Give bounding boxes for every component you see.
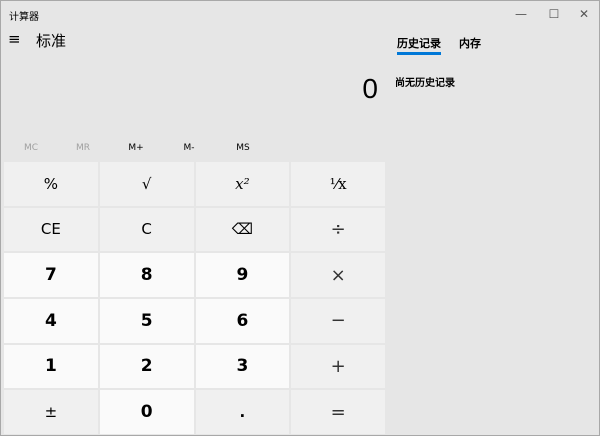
digit-6-button[interactable]: 6: [195, 299, 290, 343]
square-button[interactable]: x²: [195, 162, 290, 206]
digit-9-button[interactable]: 9: [195, 253, 290, 297]
m-minus-button[interactable]: M-: [183, 143, 195, 153]
percent-button[interactable]: %: [4, 162, 98, 206]
mr-button[interactable]: MR: [75, 143, 91, 153]
m-plus-button[interactable]: M+: [128, 143, 144, 153]
tab-history[interactable]: 历史记录: [397, 37, 441, 55]
maximize-button[interactable]: ☐: [548, 7, 560, 21]
window-title: 计算器: [9, 12, 39, 23]
subtract-button[interactable]: −: [291, 299, 385, 343]
add-button[interactable]: +: [291, 344, 385, 389]
digit-2-button[interactable]: 2: [99, 344, 194, 389]
decimal-button[interactable]: .: [195, 390, 290, 434]
digit-3-button[interactable]: 3: [195, 344, 290, 389]
clear-entry-button[interactable]: CE: [4, 207, 98, 252]
multiply-button[interactable]: ×: [291, 253, 385, 297]
ms-button[interactable]: MS: [236, 143, 250, 153]
digit-7-button[interactable]: 7: [4, 253, 98, 297]
empty-history-text: 尚无历史记录: [395, 78, 455, 89]
digit-5-button[interactable]: 5: [99, 299, 194, 343]
reciprocal-button[interactable]: ⅟x: [291, 162, 385, 206]
digit-1-button[interactable]: 1: [4, 344, 98, 389]
mc-button[interactable]: MC: [23, 143, 39, 153]
digit-4-button[interactable]: 4: [4, 299, 98, 343]
mode-title: 标准: [36, 32, 67, 50]
sqrt-button[interactable]: √: [99, 162, 194, 206]
minimize-button[interactable]: —: [515, 7, 527, 21]
result-display: 0: [362, 73, 378, 104]
divide-button[interactable]: ÷: [291, 207, 385, 252]
close-button[interactable]: ✕: [578, 7, 590, 21]
negate-button[interactable]: ±: [4, 390, 98, 434]
hamburger-menu-icon[interactable]: ≡: [8, 30, 21, 48]
clear-button[interactable]: C: [99, 207, 194, 252]
digit-8-button[interactable]: 8: [99, 253, 194, 297]
digit-0-button[interactable]: 0: [99, 390, 194, 434]
backspace-button[interactable]: ⌫: [195, 207, 290, 252]
tab-memory[interactable]: 内存: [459, 37, 481, 50]
keypad: % √ x² ⅟x CE C ⌫ ÷ 7 8 9 × 4 5 6 − 1 2 3…: [4, 162, 385, 434]
equals-button[interactable]: =: [291, 390, 385, 434]
